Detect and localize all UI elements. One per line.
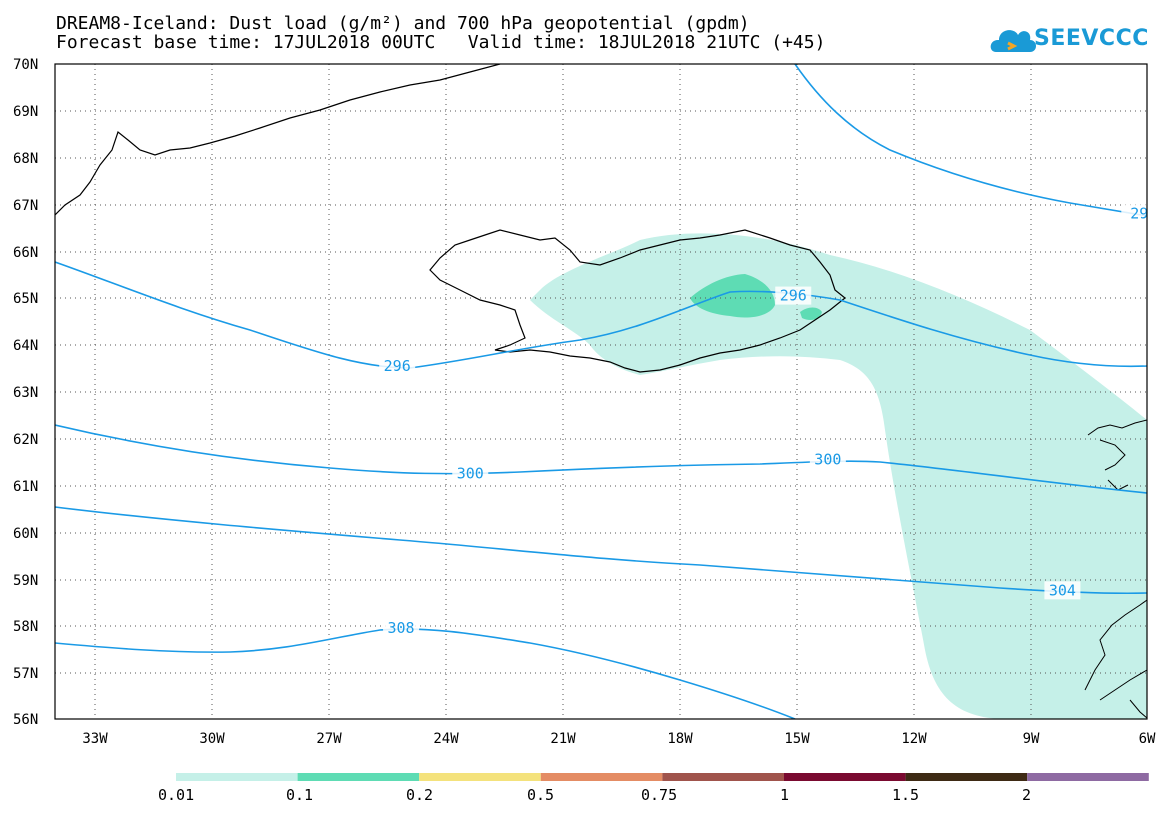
forecast-time-info: Forecast base time: 17JUL2018 00UTC Vali… bbox=[56, 32, 826, 53]
contour-300 bbox=[55, 424, 1147, 494]
contour-label-bg bbox=[1121, 204, 1158, 223]
lat-label: 58N bbox=[13, 619, 38, 635]
lat-label: 69N bbox=[13, 104, 38, 120]
lat-label: 65N bbox=[13, 291, 38, 307]
lon-label: 6W bbox=[1139, 731, 1156, 747]
contour-labels: 296 296 300 300 304 308 29 bbox=[379, 204, 1158, 637]
lat-label: 68N bbox=[13, 151, 38, 167]
contour-label: 308 bbox=[388, 619, 415, 637]
contour-label: 304 bbox=[1049, 581, 1076, 599]
dust-core-medium bbox=[690, 274, 775, 318]
legend-label: 1.5 bbox=[892, 786, 920, 804]
contour-label: 296 bbox=[780, 287, 807, 305]
lon-label: 33W bbox=[82, 731, 108, 747]
legend-swatch bbox=[419, 773, 541, 781]
lon-label: 12W bbox=[901, 731, 927, 747]
iceland-coastline bbox=[429, 229, 846, 373]
lat-label: 66N bbox=[13, 245, 38, 261]
lon-label: 30W bbox=[199, 731, 225, 747]
lon-label: 18W bbox=[667, 731, 693, 747]
scotland-coastline bbox=[1084, 599, 1147, 719]
lon-label: 24W bbox=[433, 731, 459, 747]
legend-swatch bbox=[662, 773, 784, 781]
legend-swatch bbox=[1027, 773, 1149, 781]
map-title: DREAM8-Iceland: Dust load (g/m²) and 700… bbox=[56, 13, 750, 34]
contour-label: 300 bbox=[814, 450, 841, 468]
map-frame bbox=[54, 63, 1148, 720]
contour-296-west bbox=[55, 261, 1147, 369]
lat-label: 61N bbox=[13, 479, 38, 495]
legend-label: 0.2 bbox=[406, 786, 434, 804]
lat-label: 59N bbox=[13, 573, 38, 589]
lat-label: 63N bbox=[13, 385, 38, 401]
contour-label-bg bbox=[383, 618, 420, 637]
contour-label-bg bbox=[379, 356, 416, 375]
seevccc-logo: SEEVCCC bbox=[1034, 26, 1149, 51]
contour-label: 29 bbox=[1130, 205, 1148, 223]
legend-swatch bbox=[540, 773, 663, 781]
contour-label-bg bbox=[775, 286, 812, 305]
legend-label: 0.01 bbox=[158, 786, 195, 804]
lat-label: 64N bbox=[13, 338, 38, 354]
lat-label: 67N bbox=[13, 198, 38, 214]
lat-label: 60N bbox=[13, 526, 38, 542]
legend-swatch bbox=[176, 773, 298, 781]
graticule bbox=[55, 64, 1147, 719]
dust-load-legend bbox=[176, 773, 1149, 781]
legend-swatch bbox=[905, 773, 1028, 781]
legend-label: 0.75 bbox=[641, 786, 678, 804]
legend-label: 0.1 bbox=[286, 786, 314, 804]
contour-label: 300 bbox=[457, 464, 484, 482]
lon-label: 15W bbox=[784, 731, 810, 747]
contour-308 bbox=[55, 628, 796, 719]
contour-label-bg bbox=[452, 464, 489, 483]
contour-label: 296 bbox=[384, 357, 411, 375]
lat-label: 57N bbox=[13, 666, 38, 682]
cloud-logo-icon bbox=[990, 30, 1036, 52]
dust-core-medium-east bbox=[800, 307, 822, 320]
lon-label: 21W bbox=[550, 731, 576, 747]
lat-label: 70N bbox=[13, 57, 38, 73]
longitude-labels: 33W 30W 27W 24W 21W 18W 15W 12W 9W 6W bbox=[82, 731, 1156, 747]
legend-swatch bbox=[297, 773, 420, 781]
lat-label: 62N bbox=[13, 432, 38, 448]
dust-plume-light bbox=[530, 233, 1147, 719]
contour-304 bbox=[55, 506, 1147, 595]
latitude-labels: 70N 69N 68N 67N 66N 65N 64N 63N 62N 61N … bbox=[13, 57, 38, 728]
legend-label: 0.5 bbox=[527, 786, 555, 804]
greenland-coastline bbox=[55, 64, 501, 216]
legend-swatch bbox=[784, 773, 906, 781]
contour-label-bg bbox=[809, 450, 846, 469]
lon-label: 27W bbox=[316, 731, 342, 747]
legend-label: 2 bbox=[1022, 786, 1032, 804]
lon-label: 9W bbox=[1023, 731, 1040, 747]
contour-label-bg bbox=[1044, 581, 1081, 600]
geopotential-contours bbox=[55, 64, 1147, 719]
lat-label: 56N bbox=[13, 712, 38, 728]
contour-296-north bbox=[794, 64, 1147, 217]
legend-label: 1 bbox=[780, 786, 790, 804]
